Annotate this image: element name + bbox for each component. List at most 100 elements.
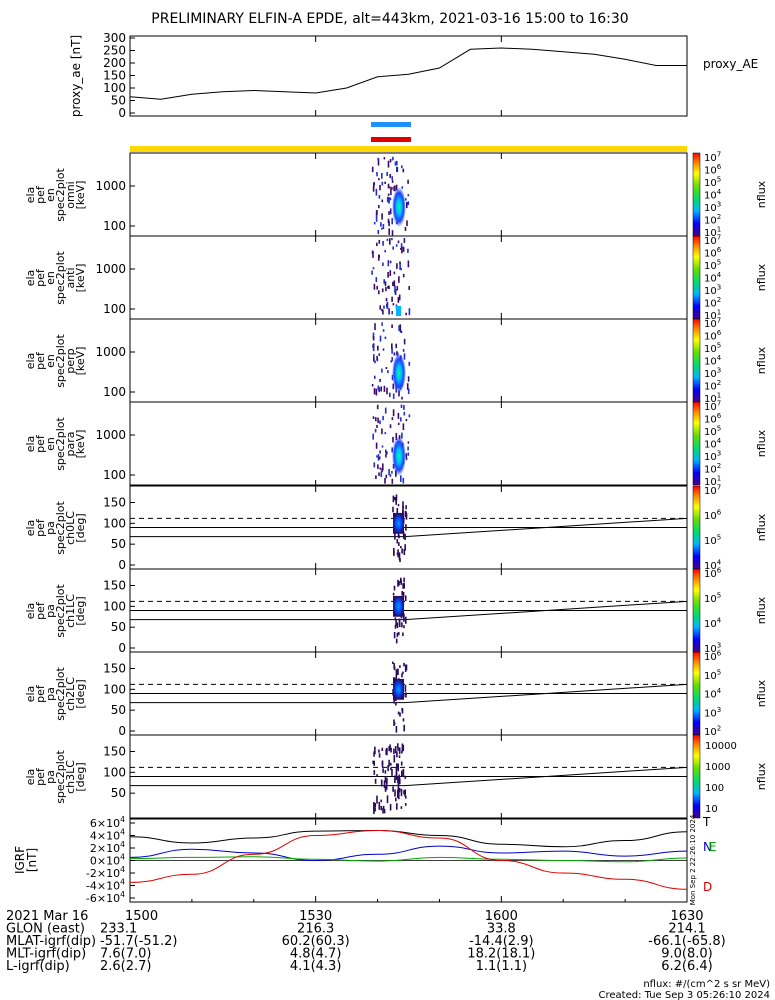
spec-ylabel-line: spec2plot (54, 251, 67, 305)
spec-pixel (384, 249, 386, 253)
spec-pixel (385, 298, 388, 302)
pa-pixel (396, 751, 398, 758)
spec-pixel (389, 474, 392, 477)
colorbar-tick-label: 102 (704, 379, 721, 393)
pa-pixel (404, 789, 406, 795)
colorbar-tick-label: 103 (704, 450, 721, 464)
spec-ylabel-line: pef (34, 434, 47, 453)
pa-pixel (403, 577, 405, 583)
spec-pixel (382, 240, 384, 246)
spec-pixel (401, 432, 403, 439)
colorbar-tick-label: 105 (704, 342, 721, 356)
spec-pixel (391, 447, 393, 453)
igrf-ytick-label: -6×104 (86, 890, 125, 905)
spec-pixel (383, 385, 386, 392)
pa-pixel (400, 761, 403, 766)
pa-pixel (395, 797, 397, 802)
pa-pixel (394, 617, 397, 621)
pa-pixel (404, 775, 407, 779)
spec-ytick-label: 1000 (95, 179, 126, 193)
spec-pixel (378, 205, 380, 209)
pa-pixel (399, 665, 401, 668)
colorbar-tick-label: 104 (704, 437, 722, 451)
proxy-ae-legend: proxy_AE (703, 57, 758, 71)
colorbar-tick-label: 1000 (705, 762, 730, 773)
pa-pixel (381, 747, 384, 751)
spec-pixel (379, 184, 381, 191)
pa-pixel (384, 785, 387, 791)
spec-pixel (375, 188, 378, 196)
colorbar-tick-label: 104 (704, 188, 722, 202)
x-row-value: -51.7(-51.2) (100, 934, 177, 949)
x-row-value: 216.3 (297, 922, 334, 937)
pa-pixel (392, 786, 394, 792)
spec-pixel (389, 424, 392, 429)
pa-ytick-label: 0 (118, 558, 126, 572)
pa-pixel (395, 772, 398, 780)
pa-pixel (395, 767, 398, 776)
x-row-value: -66.1(-65.8) (648, 934, 725, 949)
spec-pixel (405, 312, 407, 316)
spec-pixel (380, 386, 382, 392)
spec-pixel (381, 199, 384, 203)
spec-pixel (397, 240, 400, 244)
pa-pixel (394, 775, 396, 783)
spec-pixel (377, 158, 380, 166)
spec-pixel (406, 220, 408, 227)
igrf-series-T (129, 829, 688, 848)
x-row-value: 214.1 (668, 922, 705, 937)
pa-pixel (398, 788, 401, 793)
pa-ylabel-line: ch3LC (64, 760, 77, 794)
colorbar-tick-label: 105 (704, 425, 721, 439)
pa-pixel (378, 801, 381, 810)
spec-pixel (388, 308, 390, 315)
spec-pixel (387, 272, 389, 278)
colorbar-tick-label: 107 (704, 317, 721, 331)
x-row-value: -14.4(2.9) (469, 934, 533, 949)
colorbar-5 (692, 568, 701, 653)
pa-ytick-label: 100 (103, 682, 126, 696)
pa-pixel (402, 632, 404, 637)
pa-pixel (373, 751, 375, 757)
spec-pixel (398, 325, 400, 331)
proxy-ae-frame (129, 35, 688, 117)
pa-pixel (393, 719, 395, 726)
colorbar-6 (692, 651, 701, 736)
pa-pixel (373, 760, 375, 766)
pa-pixel (404, 803, 407, 806)
pa-pixel (373, 770, 376, 775)
spec-pixel (391, 218, 393, 225)
pa-pixel (405, 505, 407, 510)
pa-pixel (398, 581, 400, 586)
spec-pixel (391, 357, 393, 362)
spec-ytick-label: 1000 (95, 262, 126, 276)
spec-pixel (381, 445, 384, 448)
igrf-ylabel-line: IGRF (13, 846, 27, 874)
spec-ylabel-line: omni (64, 181, 77, 208)
spec-pixel (391, 311, 393, 315)
spec-pixel (376, 424, 378, 428)
spec-pixel (395, 433, 398, 440)
pa-pixel (395, 638, 398, 644)
spec-pixel (373, 354, 375, 360)
spec-pixel (381, 428, 383, 435)
pa-pixel (403, 583, 405, 589)
pa-pixel (398, 755, 401, 758)
colorbar-2 (692, 318, 701, 403)
colorbar-tick-label: 105 (704, 592, 721, 606)
spec-pixel (387, 193, 390, 196)
spec-pixel (389, 186, 391, 189)
spec-pixel (378, 353, 380, 356)
pa-ylabel-line: [deg] (74, 513, 87, 542)
pa-ylabel-line: pa (44, 687, 57, 701)
pa-pixel (405, 616, 407, 624)
pa-pixel (395, 494, 398, 501)
spec-pixel (377, 385, 380, 390)
pa-pixel (390, 767, 392, 771)
spec-panel-frame-spec_anti (129, 235, 688, 320)
footer-created: Created: Tue Sep 3 05:26:10 2024 (599, 990, 771, 1000)
pa-ylabel-line: pa (44, 770, 57, 784)
spec-pixel (386, 301, 389, 309)
pa-pixel (394, 789, 396, 797)
spec-pixel (407, 376, 410, 382)
